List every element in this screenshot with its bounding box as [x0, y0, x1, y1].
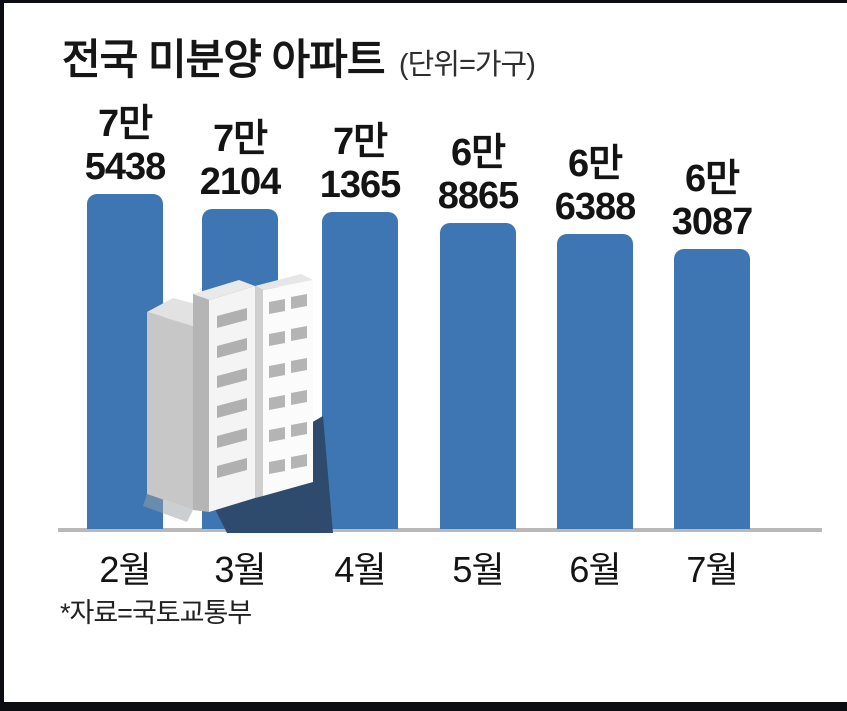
bar-6월 [557, 234, 633, 529]
chart-header: 전국 미분양 아파트 (단위=가구) [62, 26, 536, 87]
bar-value-label: 6만 6388 [554, 143, 637, 228]
bar-4월 [322, 212, 398, 529]
apartment-building-illustration [143, 274, 333, 533]
x-axis-label: 2월 [99, 549, 151, 590]
bar-value-label: 6만 8865 [437, 132, 520, 217]
bar-5월 [440, 223, 516, 529]
bar-value-label: 6만 3087 [671, 158, 754, 243]
source-note: *자료=국토교통부 [60, 598, 252, 628]
x-axis-line [58, 528, 822, 532]
x-axis-label: 5월 [452, 549, 504, 590]
chart-title: 전국 미분양 아파트 [62, 36, 385, 83]
x-axis-label: 6월 [569, 549, 621, 590]
bar-value-label: 7만 1365 [319, 121, 402, 206]
x-axis-label: 4월 [334, 549, 386, 590]
x-axis-label: 3월 [214, 549, 266, 590]
bottom-border [0, 702, 847, 711]
bar-value-label: 7만 2104 [199, 118, 282, 203]
bar-7월 [674, 249, 750, 529]
x-axis-label: 7월 [686, 549, 738, 590]
unit-label: (단위=가구) [398, 49, 536, 81]
top-border [0, 0, 847, 3]
left-border [0, 0, 4, 711]
bar-value-label: 7만 5438 [84, 103, 167, 188]
